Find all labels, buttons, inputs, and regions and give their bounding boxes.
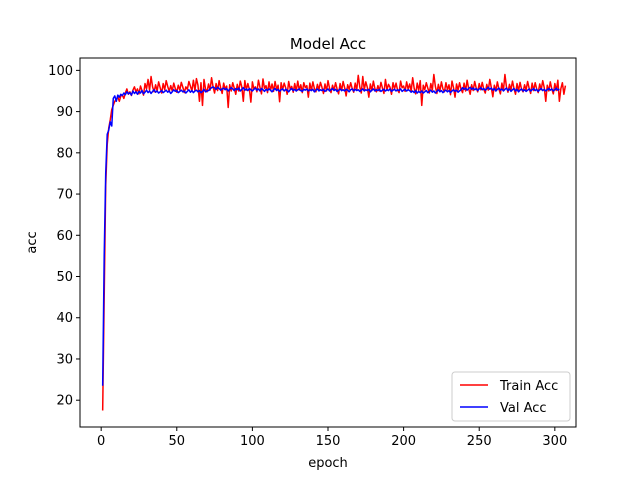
y-tick-label: 40	[56, 311, 73, 326]
x-tick-label: 250	[467, 434, 492, 449]
x-tick-label: 0	[97, 434, 105, 449]
legend-label-val-acc: Val Acc	[500, 401, 547, 416]
y-axis-label: acc	[25, 231, 40, 253]
y-tick-label: 80	[56, 146, 73, 161]
y-tick-label: 20	[56, 394, 73, 409]
plot-lines	[101, 73, 567, 411]
y-axis: 20 30 40 50 60 70 80 90 100	[48, 64, 80, 409]
y-tick-label: 30	[56, 352, 73, 367]
x-tick-label: 50	[169, 434, 186, 449]
x-tick-label: 200	[391, 434, 416, 449]
x-tick-label: 300	[542, 434, 567, 449]
x-tick-label: 100	[240, 434, 265, 449]
y-tick-label: 70	[56, 188, 73, 203]
y-tick-label: 90	[56, 105, 73, 120]
y-tick-label: 100	[48, 64, 73, 79]
legend-label-train-acc: Train Acc	[499, 379, 558, 394]
chart-title: Model Acc	[290, 35, 366, 53]
y-tick-label: 60	[56, 229, 73, 244]
series-line-val-acc	[101, 86, 560, 386]
legend: Train Acc Val Acc	[451, 371, 571, 422]
y-tick-label: 50	[56, 270, 73, 285]
x-axis-label: epoch	[308, 456, 348, 471]
x-axis: 0 50 100 150 200 250 300	[97, 427, 567, 449]
x-tick-label: 150	[316, 434, 341, 449]
